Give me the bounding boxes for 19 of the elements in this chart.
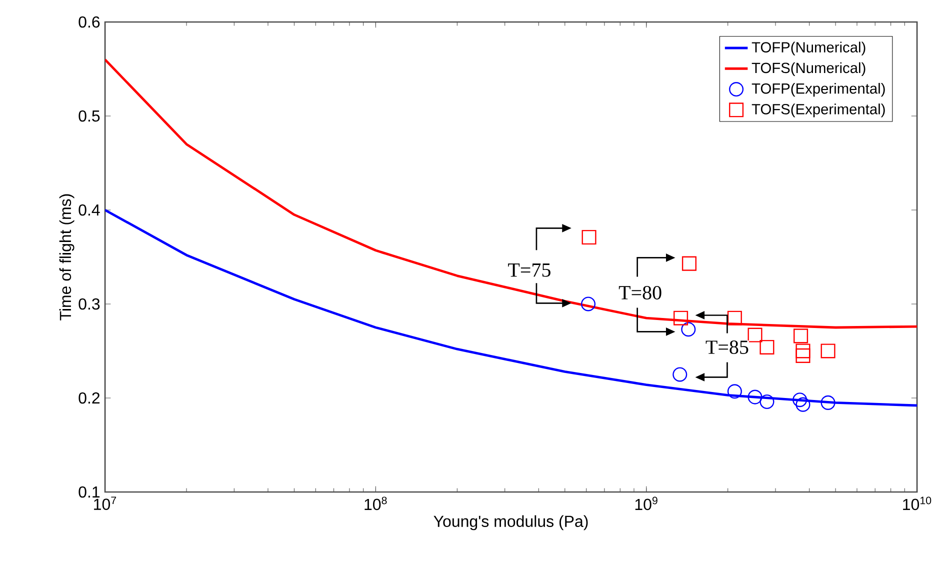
legend-label: TOFP(Numerical) xyxy=(752,42,866,56)
y-tick-label: 0.5 xyxy=(78,110,100,122)
x-tick-label: 10$^{7}$ xyxy=(94,496,116,510)
legend-label: TOFS(Experimental) xyxy=(752,104,885,118)
x-axis-title: Young's modulus (Pa) xyxy=(434,515,588,530)
legend-label: TOFS(Numerical) xyxy=(752,62,866,76)
annotation: T=80 xyxy=(618,286,662,300)
y-tick-label: 0.3 xyxy=(78,298,100,310)
annotation: T=85 xyxy=(706,340,748,354)
y-axis-title: Time of flight (ms) xyxy=(59,194,74,320)
annotation: T=75 xyxy=(508,264,550,277)
y-tick-label: 0.2 xyxy=(78,392,100,404)
x-tick-label: 10$^{8}$ xyxy=(364,496,387,510)
x-tick-label: 10$^{9}$ xyxy=(635,496,658,510)
y-tick-label: 0.4 xyxy=(78,204,100,216)
x-tick-label: 10$^{10}$ xyxy=(903,496,932,510)
y-tick-label: 0.6 xyxy=(78,16,100,28)
y-tick-label: 0.1 xyxy=(78,486,100,498)
legend-label: TOFP(Experimental) xyxy=(752,82,885,97)
